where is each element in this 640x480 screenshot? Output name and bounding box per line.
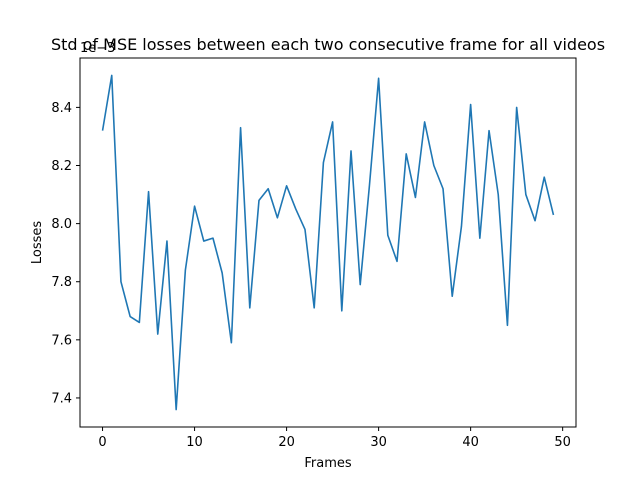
y-axis-title: Losses — [30, 221, 45, 265]
y-tick-label: 7.6 — [51, 333, 72, 348]
x-tick-label: 20 — [278, 435, 295, 450]
x-tick-label: 50 — [554, 435, 571, 450]
y-tick-label: 7.4 — [51, 391, 72, 406]
chart-title: Std of MSE losses between each two conse… — [51, 35, 605, 54]
series-line-0 — [101, 74, 555, 411]
y-offset-label: 1e−3 — [80, 41, 115, 56]
y-tick-label: 8.2 — [51, 159, 72, 174]
x-tick-label: 0 — [98, 435, 106, 450]
x-axis-title: Frames — [304, 456, 352, 471]
x-tick-label: 30 — [370, 435, 387, 450]
axes-frame — [79, 57, 577, 428]
y-tick-label: 7.8 — [51, 275, 72, 290]
x-tick-label: 40 — [462, 435, 479, 450]
y-tick-label: 8.0 — [51, 217, 72, 232]
x-axis-ticks: 0 10 20 30 40 50 — [98, 427, 571, 450]
y-axis-ticks: 7.4 7.6 7.8 8.0 8.2 8.4 — [51, 101, 80, 406]
plot-area — [80, 58, 576, 427]
y-tick-label: 8.4 — [51, 101, 72, 116]
series-layer — [101, 74, 555, 411]
x-tick-label: 10 — [186, 435, 203, 450]
